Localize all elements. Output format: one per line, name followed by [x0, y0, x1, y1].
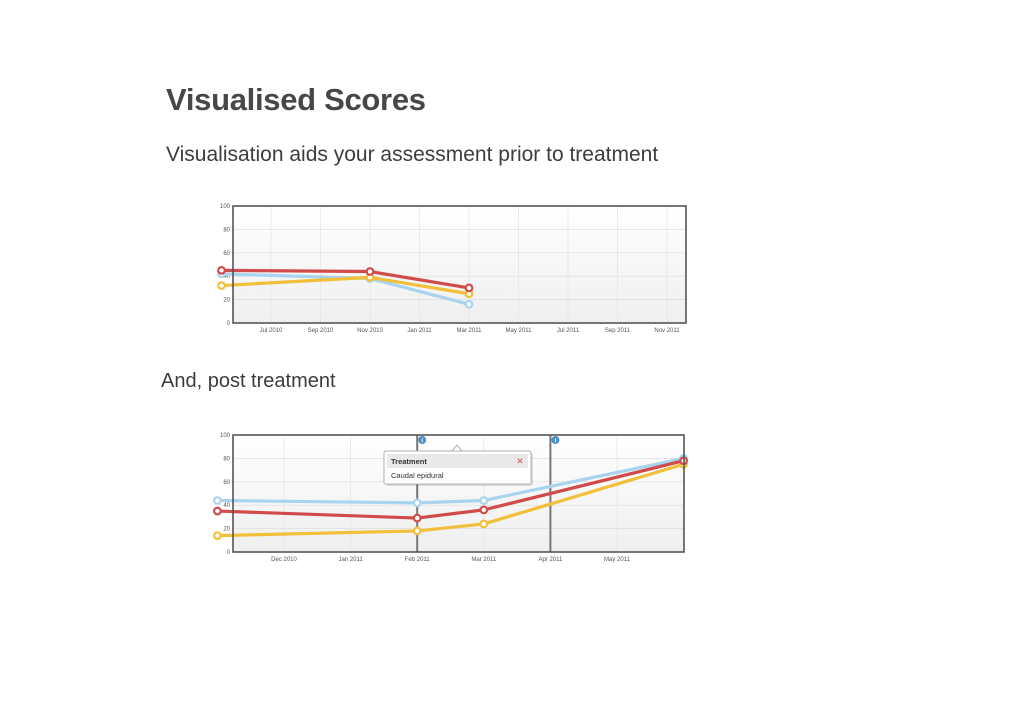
- close-icon[interactable]: ✕: [516, 456, 524, 466]
- tooltip-box: [383, 450, 532, 485]
- info-icon-glyph: i: [555, 439, 557, 445]
- plot-area: [233, 435, 684, 552]
- data-point: [479, 519, 489, 529]
- data-point: [679, 454, 688, 463]
- data-point: [679, 456, 688, 466]
- data-point: [464, 283, 474, 293]
- y-tick-label: 40: [223, 503, 230, 509]
- x-tick-label: Jul 2011: [557, 328, 580, 334]
- y-tick-label: 100: [220, 204, 231, 210]
- data-point: [412, 498, 422, 508]
- tooltip-pointer: [450, 444, 464, 452]
- info-icon: i: [551, 436, 560, 445]
- x-tick-label: Mar 2011: [457, 328, 483, 334]
- y-tick-label: 20: [223, 298, 230, 304]
- y-tick-label: 60: [223, 251, 230, 257]
- series-1: [217, 272, 474, 299]
- tooltip-shadow: [386, 453, 533, 486]
- series-line: [221, 272, 470, 306]
- tooltip-header: [387, 454, 528, 468]
- x-tick-label: May 2011: [506, 328, 533, 334]
- y-tick-label: 60: [223, 480, 230, 486]
- data-point: [365, 267, 375, 276]
- y-tick-label: 100: [220, 433, 231, 439]
- data-point: [217, 281, 226, 290]
- x-tick-label: Dec 2010: [271, 557, 297, 563]
- data-point: [212, 506, 222, 516]
- data-point: [464, 299, 474, 309]
- tooltip-title: Treatment: [391, 457, 427, 466]
- series-line: [217, 456, 684, 505]
- series-2: [212, 456, 688, 523]
- info-icon: i: [418, 436, 427, 445]
- y-tick-label: 0: [227, 321, 231, 327]
- data-point: [479, 505, 489, 515]
- x-tick-label: Nov 2010: [357, 328, 383, 334]
- data-point: [212, 531, 222, 541]
- series-0: [212, 454, 688, 508]
- data-point: [365, 272, 375, 282]
- data-point: [217, 269, 226, 279]
- data-point: [412, 526, 422, 536]
- info-icon-circle: [418, 436, 427, 444]
- x-tick-label: Jul 2010: [260, 328, 283, 334]
- y-tick-label: 80: [223, 456, 230, 462]
- plot-border: [232, 434, 685, 553]
- x-tick-label: Sep 2011: [605, 328, 631, 334]
- data-point: [679, 459, 688, 469]
- x-tick-label: Jan 2011: [338, 557, 363, 563]
- info-icon-glyph: i: [421, 439, 423, 445]
- data-point: [464, 289, 474, 299]
- page-subtitle: Visualisation aids your assessment prior…: [166, 143, 659, 166]
- y-tick-label: 40: [223, 274, 230, 280]
- x-tick-label: May 2011: [604, 557, 631, 563]
- series-line: [217, 459, 684, 520]
- x-tick-label: Jan 2011: [407, 328, 432, 334]
- y-tick-label: 80: [223, 227, 230, 233]
- plot-area: [233, 206, 686, 323]
- data-point: [365, 274, 375, 283]
- series-line: [221, 275, 470, 296]
- post-treatment-label: And, post treatment: [161, 370, 336, 392]
- x-tick-label: Feb 2011: [405, 557, 431, 563]
- plot-border: [232, 205, 687, 324]
- data-point: [479, 496, 489, 505]
- series-2: [217, 265, 474, 293]
- treatment-tooltip: Treatment Caudal epidural ✕: [383, 444, 533, 486]
- data-point: [412, 513, 422, 523]
- info-icon-circle: [551, 436, 560, 444]
- x-tick-label: Mar 2011: [471, 557, 497, 563]
- page-title: Visualised Scores: [166, 82, 426, 117]
- series-line: [221, 268, 470, 290]
- tooltip-body: Caudal epidural: [391, 471, 444, 480]
- series-1: [212, 459, 688, 541]
- x-tick-label: Nov 2011: [654, 328, 680, 334]
- x-tick-label: Sep 2010: [308, 328, 334, 334]
- y-tick-label: 0: [227, 550, 231, 556]
- series-line: [217, 462, 685, 538]
- data-point: [217, 265, 226, 275]
- data-point: [212, 496, 222, 505]
- y-tick-label: 20: [223, 527, 230, 533]
- series-0: [217, 269, 474, 309]
- x-tick-label: Apr 2011: [538, 557, 563, 563]
